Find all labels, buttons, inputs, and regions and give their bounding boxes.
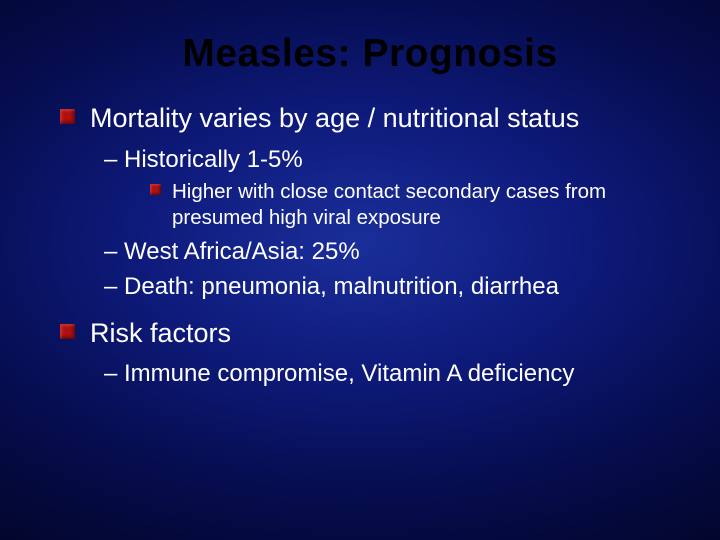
bullet-text: – Death: pneumonia, malnutrition, diarrh… (104, 273, 559, 300)
slide: Measles: Prognosis Mortality varies by a… (0, 0, 720, 540)
bullet-level2: – West Africa/Asia: 25% (104, 236, 680, 267)
bullet-level2: – Historically 1-5% (104, 144, 680, 175)
bullet-level3: Higher with close contact secondary case… (150, 179, 680, 230)
square-bullet-icon (60, 109, 75, 124)
square-bullet-icon (150, 184, 161, 195)
bullet-level2: – Immune compromise, Vitamin A deficienc… (104, 358, 680, 389)
bullet-level2: – Death: pneumonia, malnutrition, diarrh… (104, 271, 680, 302)
bullet-text: Higher with close contact secondary case… (172, 180, 606, 229)
bullet-text: – West Africa/Asia: 25% (104, 238, 360, 265)
bullet-text: Mortality varies by age / nutritional st… (90, 103, 579, 133)
slide-title: Measles: Prognosis (60, 32, 680, 76)
bullet-level1: Risk factors (60, 317, 680, 351)
square-bullet-icon (60, 324, 75, 339)
bullet-text: – Immune compromise, Vitamin A deficienc… (104, 360, 574, 387)
bullet-level1: Mortality varies by age / nutritional st… (60, 102, 680, 136)
bullet-text: – Historically 1-5% (104, 146, 303, 173)
bullet-text: Risk factors (90, 318, 231, 348)
